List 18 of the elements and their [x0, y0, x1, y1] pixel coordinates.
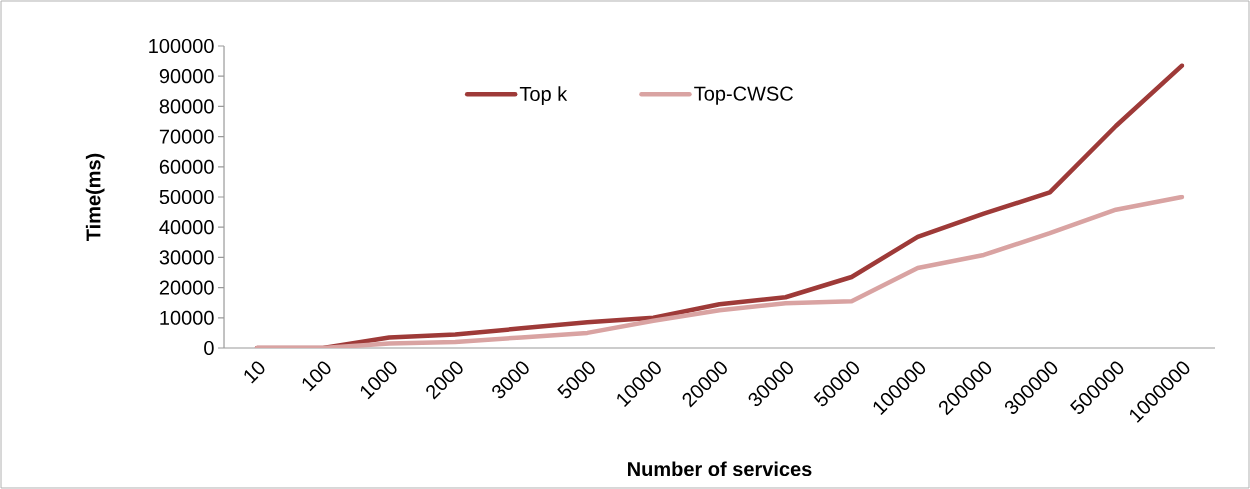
y-tick-label: 70000 — [159, 129, 214, 144]
y-axis-title: Time(ms) — [85, 153, 105, 242]
y-tick-label: 30000 — [159, 250, 214, 265]
y-tick-label: 20000 — [159, 280, 214, 295]
y-tick-label: 90000 — [159, 69, 214, 84]
line-series — [254, 194, 1185, 348]
y-tick-label: 0 — [204, 340, 214, 356]
legend-label: Top k — [519, 86, 568, 105]
x-axis-title: Number of services — [628, 461, 812, 477]
y-tick-label: 50000 — [159, 189, 214, 205]
y-tick-label: 60000 — [159, 159, 214, 174]
y-tick-label: 80000 — [159, 99, 214, 114]
x-tick-label: 10 — [244, 361, 265, 384]
y-tick-label: 40000 — [159, 220, 214, 235]
y-tick-label: 100000 — [149, 38, 214, 54]
x-tick-label: 100 — [302, 361, 331, 392]
y-tick-label: 10000 — [160, 310, 214, 325]
legend-label: Top-CWSC — [694, 86, 793, 105]
